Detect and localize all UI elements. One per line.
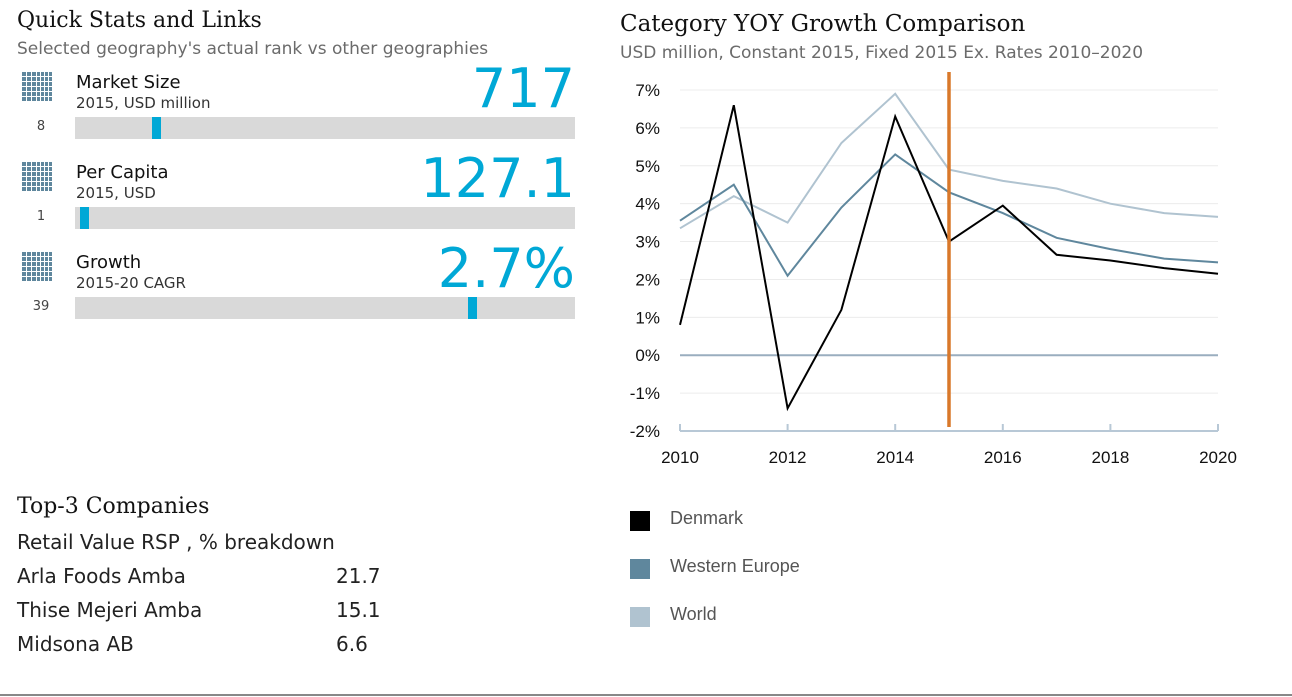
y-tick-label: 0% <box>635 346 660 365</box>
company-name: Midsona AB <box>17 632 134 656</box>
legend-swatch <box>630 607 650 627</box>
stat-title: Market Size <box>76 72 181 93</box>
x-tick-label: 2010 <box>661 448 699 467</box>
x-tick-label: 2016 <box>984 448 1022 467</box>
rank-bar-track <box>75 207 575 229</box>
stat-unit: 2015, USD million <box>76 94 211 112</box>
legend-label: Western Europe <box>670 556 800 576</box>
company-share: 6.6 <box>336 632 368 656</box>
bottom-divider <box>0 694 1292 696</box>
y-tick-label: 5% <box>635 157 660 176</box>
legend-label: World <box>670 604 717 624</box>
rank-marker <box>152 117 161 139</box>
stat-title: Growth <box>76 252 142 273</box>
rank-marker <box>80 207 89 229</box>
stat-value: 2.7% <box>437 237 575 300</box>
stat-unit: 2015-20 CAGR <box>76 274 186 292</box>
yoy-line-chart: 7% 6% 5% 4% 3% 2% 1% 0% -1% -2%2010 2012 2014 2016 20… <box>630 72 1237 467</box>
quick-stats-subtitle: Selected geography's actual rank vs othe… <box>17 39 489 59</box>
stat-rank: 39 <box>32 299 50 314</box>
stat-rank: 1 <box>36 209 46 224</box>
company-share: 15.1 <box>336 598 381 622</box>
x-tick-label: 2014 <box>876 448 914 467</box>
y-tick-label: -2% <box>630 422 660 441</box>
company-name: Thise Mejeri Amba <box>17 598 203 622</box>
rank-bar-track <box>75 297 575 319</box>
y-tick-label: -1% <box>630 384 660 403</box>
stat-unit: 2015, USD <box>76 184 156 202</box>
y-tick-label: 7% <box>635 81 660 100</box>
stat-rank: 8 <box>36 119 46 134</box>
quick-stats-title: Quick Stats and Links <box>17 8 262 33</box>
x-tick-label: 2012 <box>769 448 807 467</box>
grid-icon <box>22 252 60 282</box>
stat-value: 717 <box>471 57 575 120</box>
chart-subtitle: USD million, Constant 2015, Fixed 2015 E… <box>620 43 1144 63</box>
companies-subtitle: Retail Value RSP , % breakdown <box>17 530 335 554</box>
legend-swatch <box>630 511 650 531</box>
stat-title: Per Capita <box>76 162 169 183</box>
y-tick-label: 3% <box>635 233 660 252</box>
companies-title: Top-3 Companies <box>17 494 210 519</box>
stat-value: 127.1 <box>420 147 575 210</box>
chart-title: Category YOY Growth Comparison <box>620 11 1026 37</box>
legend-swatch <box>630 559 650 579</box>
grid-icon <box>22 162 60 192</box>
y-tick-label: 6% <box>635 119 660 138</box>
rank-marker <box>468 297 477 319</box>
legend-label: Denmark <box>670 508 744 528</box>
y-tick-label: 1% <box>635 308 660 327</box>
x-tick-label: 2020 <box>1199 448 1237 467</box>
y-tick-label: 4% <box>635 195 660 214</box>
y-tick-label: 2% <box>635 270 660 289</box>
grid-icon <box>22 72 60 102</box>
company-name: Arla Foods Amba <box>17 564 186 588</box>
x-tick-label: 2018 <box>1091 448 1129 467</box>
company-share: 21.7 <box>336 564 381 588</box>
rank-bar-track <box>75 117 575 139</box>
